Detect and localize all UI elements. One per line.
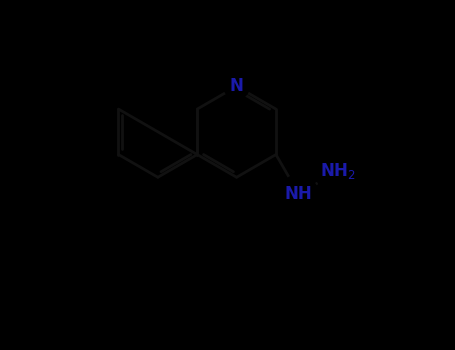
Text: NH$_2$: NH$_2$ [320,161,356,181]
Circle shape [315,148,361,194]
Circle shape [224,74,249,99]
Text: N: N [230,77,243,95]
Text: NH: NH [285,185,313,203]
Circle shape [279,175,318,213]
